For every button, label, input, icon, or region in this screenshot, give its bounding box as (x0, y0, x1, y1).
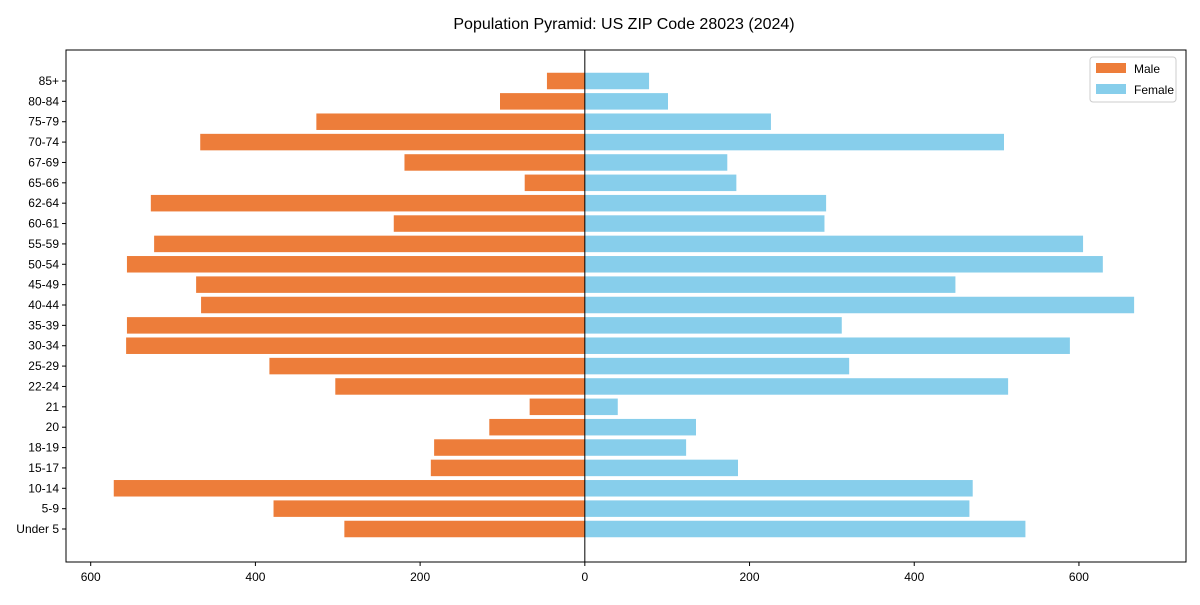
bar-male (529, 398, 585, 416)
bar-female (584, 439, 687, 456)
y-tick-label: 20 (46, 420, 60, 434)
y-tick-label: 40-44 (28, 298, 59, 312)
bar-male (201, 296, 585, 314)
bar-male (344, 520, 585, 538)
y-tick-label: 15-17 (28, 461, 59, 475)
bar-male (500, 93, 585, 110)
bar-male (150, 194, 585, 212)
bar-female (584, 337, 1070, 354)
chart-title: Population Pyramid: US ZIP Code 28023 (2… (453, 16, 794, 33)
bar-male (196, 276, 585, 293)
x-tick-label: 600 (1069, 570, 1089, 584)
bar-female (584, 235, 1084, 253)
plot-frame (65, 49, 1187, 563)
y-tick-label: 35-39 (28, 318, 59, 332)
bar-female (584, 357, 850, 375)
bar-male (393, 215, 585, 232)
bar-female (584, 398, 618, 416)
bar-female (584, 215, 825, 232)
bar-male (316, 113, 585, 130)
y-tick-label: 60-61 (28, 217, 59, 231)
y-tick-label: 22-24 (28, 379, 59, 393)
bar-male (430, 459, 585, 477)
bar-male (126, 317, 585, 334)
bar-female (584, 296, 1135, 314)
bar-female (584, 174, 737, 192)
y-tick-label: 80-84 (28, 94, 59, 108)
bar-female (584, 378, 1009, 395)
bar-female (584, 520, 1026, 538)
x-tick-label: 400 (245, 570, 265, 584)
x-tick-label: 600 (81, 570, 101, 584)
bar-female (584, 500, 970, 517)
y-tick-label: 25-29 (28, 359, 59, 373)
bar-female (584, 276, 956, 293)
y-tick-label: 50-54 (28, 257, 59, 271)
bar-female (584, 93, 668, 110)
legend-swatch-female (1096, 84, 1126, 94)
bar-male (404, 154, 585, 171)
legend-label-female: Female (1134, 83, 1174, 97)
bar-male (126, 337, 585, 354)
bar-male (273, 500, 585, 517)
bar-female (584, 72, 650, 90)
bar-female (584, 256, 1103, 273)
bar-male (200, 133, 585, 151)
bar-male (524, 174, 585, 192)
bar-male (489, 418, 585, 436)
y-tick-label: 55-59 (28, 237, 59, 251)
bar-female (584, 194, 827, 212)
bar-female (584, 113, 771, 130)
bar-male (269, 357, 585, 375)
x-tick-label: 400 (904, 570, 924, 584)
bar-female (584, 317, 842, 334)
bar-male (154, 235, 585, 253)
bar-female (584, 418, 696, 436)
bar-male (126, 256, 585, 273)
y-tick-label: 75-79 (28, 115, 59, 129)
bar-female (584, 480, 973, 497)
bar-male (113, 480, 585, 497)
bar-female (584, 459, 738, 477)
y-tick-label: 62-64 (28, 196, 59, 210)
bar-male (335, 378, 585, 395)
x-tick-label: 200 (410, 570, 430, 584)
bar-male (546, 72, 585, 90)
x-tick-label: 0 (581, 570, 588, 584)
bar-female (584, 154, 728, 171)
y-tick-label: 45-49 (28, 278, 59, 292)
y-tick-label: 70-74 (28, 135, 59, 149)
y-tick-label: 65-66 (28, 176, 59, 190)
x-tick-label: 200 (740, 570, 760, 584)
legend-label-male: Male (1134, 62, 1160, 76)
y-tick-label: 30-34 (28, 339, 59, 353)
legend-swatch-male (1096, 63, 1126, 73)
bar-female (584, 133, 1004, 151)
y-tick-label: 18-19 (28, 441, 59, 455)
y-tick-label: 85+ (39, 74, 59, 88)
y-tick-label: 5-9 (42, 502, 60, 516)
y-tick-label: 10-14 (28, 481, 59, 495)
y-tick-label: 67-69 (28, 155, 59, 169)
legend: Male Female (1089, 56, 1177, 103)
y-tick-label: Under 5 (16, 522, 59, 536)
bar-male (434, 439, 585, 456)
y-tick-label: 21 (46, 400, 60, 414)
